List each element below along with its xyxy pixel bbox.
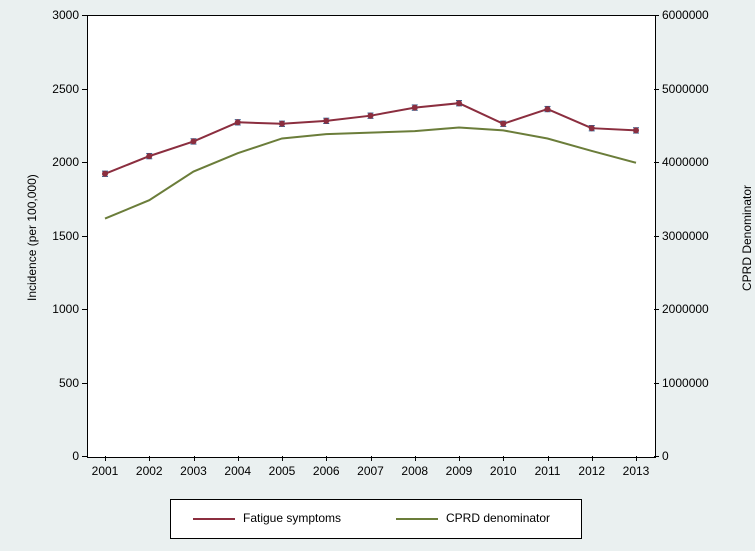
x-tick-label: 2003 xyxy=(180,464,207,478)
tick xyxy=(282,456,283,461)
legend-swatch-fatigue xyxy=(193,518,235,520)
y-left-tick-label: 2500 xyxy=(52,82,79,96)
tick xyxy=(415,456,416,461)
tick xyxy=(82,89,87,90)
y-right-tick-label: 5000000 xyxy=(662,82,709,96)
tick xyxy=(503,456,504,461)
cprd-line xyxy=(105,127,636,218)
tick xyxy=(654,383,659,384)
tick xyxy=(548,456,549,461)
legend-label-fatigue: Fatigue symptoms xyxy=(243,511,341,525)
x-tick-label: 2013 xyxy=(623,464,650,478)
x-tick-label: 2008 xyxy=(401,464,428,478)
tick xyxy=(105,456,106,461)
x-tick-label: 2002 xyxy=(136,464,163,478)
tick xyxy=(82,383,87,384)
x-tick-label: 2010 xyxy=(490,464,517,478)
y-right-tick-label: 4000000 xyxy=(662,155,709,169)
x-tick-label: 2001 xyxy=(92,464,119,478)
x-tick-label: 2009 xyxy=(446,464,473,478)
y-left-tick-label: 0 xyxy=(72,449,79,463)
x-tick-label: 2007 xyxy=(357,464,384,478)
tick xyxy=(592,456,593,461)
y-right-tick-label: 3000000 xyxy=(662,229,709,243)
y-left-tick-label: 3000 xyxy=(52,8,79,22)
tick xyxy=(82,162,87,163)
tick xyxy=(82,236,87,237)
y-right-tick-label: 2000000 xyxy=(662,302,709,316)
tick xyxy=(82,456,87,457)
tick xyxy=(82,15,87,16)
tick xyxy=(194,456,195,461)
y-right-label: CPRD Denominator xyxy=(740,184,754,290)
y-right-tick-label: 1000000 xyxy=(662,376,709,390)
tick xyxy=(654,456,659,457)
tick xyxy=(459,456,460,461)
tick xyxy=(238,456,239,461)
legend: Fatigue symptoms CPRD denominator xyxy=(170,499,582,539)
tick xyxy=(654,309,659,310)
y-right-tick-label: 6000000 xyxy=(662,8,709,22)
tick xyxy=(654,162,659,163)
y-left-tick-label: 2000 xyxy=(52,155,79,169)
y-left-label: Incidence (per 100,000) xyxy=(25,174,39,301)
y-left-tick-label: 1000 xyxy=(52,302,79,316)
legend-label-cprd: CPRD denominator xyxy=(446,511,550,525)
tick xyxy=(149,456,150,461)
tick xyxy=(654,15,659,16)
tick xyxy=(654,236,659,237)
y-left-tick-label: 500 xyxy=(59,376,79,390)
tick xyxy=(326,456,327,461)
x-tick-label: 2006 xyxy=(313,464,340,478)
tick xyxy=(371,456,372,461)
x-tick-label: 2011 xyxy=(535,464,561,478)
legend-swatch-cprd xyxy=(396,518,438,520)
x-tick-label: 2005 xyxy=(269,464,296,478)
x-tick-label: 2004 xyxy=(224,464,251,478)
x-tick-label: 2012 xyxy=(578,464,605,478)
tick xyxy=(636,456,637,461)
y-right-tick-label: 0 xyxy=(662,449,669,463)
y-left-tick-label: 1500 xyxy=(52,229,79,243)
tick xyxy=(654,89,659,90)
tick xyxy=(82,309,87,310)
